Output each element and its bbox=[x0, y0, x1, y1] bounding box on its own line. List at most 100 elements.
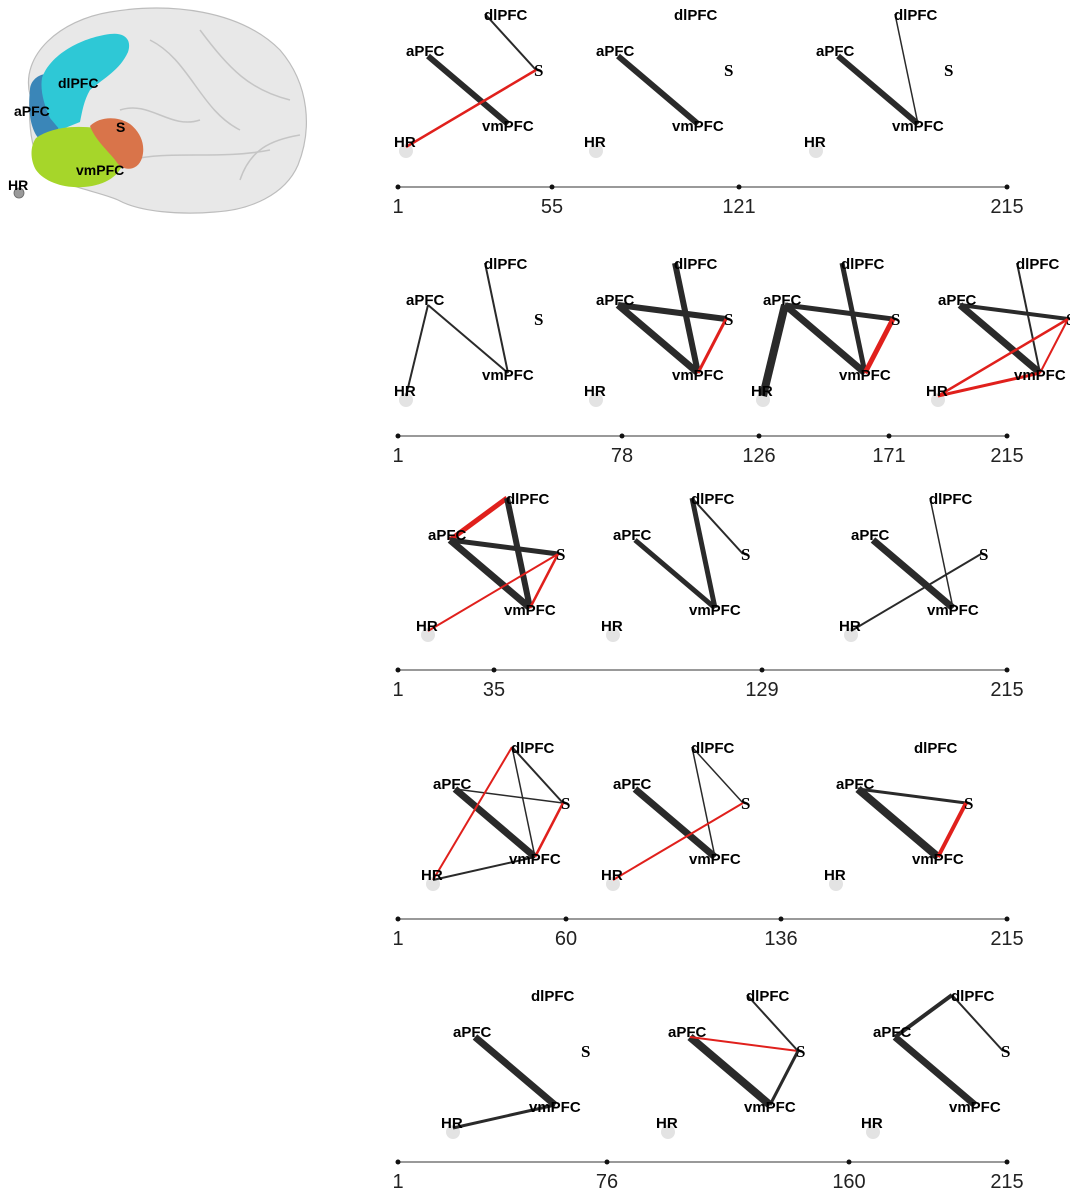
edge-dlpfc-vmpfc bbox=[894, 13, 919, 125]
node-label-dlpfc: dlPFC bbox=[674, 256, 717, 273]
edge-apfc-hr bbox=[759, 304, 789, 397]
edge-dlpfc-s bbox=[951, 994, 1004, 1052]
timeline-tick-label: 160 bbox=[832, 1171, 865, 1191]
node-label-apfc: aPFC bbox=[596, 292, 635, 309]
node-label-s: S bbox=[1066, 310, 1070, 329]
node-label-hr: HR bbox=[441, 1115, 463, 1132]
timeline-tick-label: 126 bbox=[742, 445, 775, 467]
node-label-s: S bbox=[944, 61, 953, 80]
node-label-s: S bbox=[724, 61, 733, 80]
node-label-dlpfc: dlPFC bbox=[531, 988, 574, 1005]
edge-s-vmpfc bbox=[1039, 318, 1069, 374]
brain-label-vmpfc: vmPFC bbox=[76, 162, 124, 178]
node-label-hr: HR bbox=[394, 383, 416, 400]
brain-label-apfc: aPFC bbox=[14, 103, 50, 119]
hr-node bbox=[844, 628, 858, 642]
edge-apfc-vmpfc bbox=[427, 304, 509, 374]
hr-node bbox=[606, 628, 620, 642]
edge-apfc-s bbox=[617, 302, 727, 322]
brain-label-dlpfc: dlPFC bbox=[58, 75, 98, 91]
edge-dlpfc-vmpfc bbox=[839, 262, 868, 374]
node-label-apfc: aPFC bbox=[428, 527, 467, 544]
timeline-tick bbox=[491, 667, 497, 673]
node-label-s: S bbox=[534, 310, 543, 329]
timeline-tick-label: 1 bbox=[392, 1171, 403, 1191]
edge-hr-s bbox=[427, 553, 559, 632]
cortex-sulcus bbox=[199, 29, 291, 101]
node-label-hr: HR bbox=[584, 134, 606, 151]
node-label-s: S bbox=[796, 1042, 805, 1061]
edge-s-vmpfc bbox=[528, 553, 560, 609]
timeline-tick-label: 215 bbox=[990, 1171, 1023, 1191]
edge-apfc-dlpfc bbox=[893, 993, 954, 1039]
cortex-sulcus bbox=[129, 149, 271, 161]
edge-dlpfc-vmpfc bbox=[672, 262, 701, 374]
timeline-tick bbox=[1004, 667, 1010, 673]
brain-label-hr: HR bbox=[8, 177, 28, 193]
edge-apfc-s bbox=[689, 1036, 799, 1052]
node-label-vmpfc: vmPFC bbox=[509, 851, 561, 868]
edge-apfc-s bbox=[454, 788, 564, 804]
node-label-apfc: aPFC bbox=[836, 776, 875, 793]
edge-dlpfc-vmpfc bbox=[691, 746, 716, 858]
node-label-hr: HR bbox=[584, 383, 606, 400]
edge-dlpfc-vmpfc bbox=[929, 497, 954, 609]
timeline-tick bbox=[563, 916, 569, 922]
edge-apfc-vmpfc bbox=[855, 785, 941, 861]
edge-hr-vmpfc bbox=[432, 856, 536, 881]
timeline-tick-label: 215 bbox=[990, 445, 1023, 467]
hr-node bbox=[421, 628, 435, 642]
node-label-dlpfc: dlPFC bbox=[841, 256, 884, 273]
edge-hr-s bbox=[937, 317, 1069, 398]
node-label-vmpfc: vmPFC bbox=[1014, 367, 1066, 384]
edge-s-vmpfc bbox=[862, 317, 896, 375]
node-label-s: S bbox=[534, 61, 543, 80]
node-label-s: S bbox=[556, 545, 565, 564]
edge-apfc-vmpfc bbox=[426, 53, 510, 127]
node-label-s: S bbox=[741, 545, 750, 564]
node-label-dlpfc: dlPFC bbox=[914, 740, 957, 757]
node-label-hr: HR bbox=[926, 383, 948, 400]
node-label-s: S bbox=[979, 545, 988, 564]
edge-apfc-s bbox=[857, 787, 967, 805]
edge-hr-s bbox=[405, 68, 537, 149]
node-label-s: S bbox=[724, 310, 733, 329]
edge-apfc-s bbox=[959, 303, 1069, 321]
edge-s-vmpfc bbox=[768, 1050, 800, 1106]
edge-apfc-vmpfc bbox=[452, 786, 538, 860]
dlpfc-region bbox=[41, 33, 130, 131]
hr-node bbox=[661, 1125, 675, 1139]
timeline-tick-label: 1 bbox=[392, 445, 403, 467]
timeline-tick-label: 78 bbox=[611, 445, 633, 467]
hr-node bbox=[589, 393, 603, 407]
node-label-apfc: aPFC bbox=[613, 527, 652, 544]
edge-apfc-s bbox=[449, 537, 559, 557]
timeline-tick-label: 1 bbox=[392, 196, 403, 218]
timeline-tick bbox=[1004, 1159, 1010, 1165]
hr-node bbox=[606, 877, 620, 891]
node-label-hr: HR bbox=[839, 618, 861, 635]
timeline-tick bbox=[395, 916, 401, 922]
timeline-tick-label: 215 bbox=[990, 196, 1023, 218]
timeline-tick-label: 55 bbox=[541, 196, 563, 218]
node-label-vmpfc: vmPFC bbox=[927, 602, 979, 619]
edge-apfc-vmpfc bbox=[687, 1033, 773, 1109]
node-label-hr: HR bbox=[656, 1115, 678, 1132]
node-label-apfc: aPFC bbox=[613, 776, 652, 793]
edge-apfc-dlpfc bbox=[448, 495, 509, 543]
timeline-tick-label: 136 bbox=[764, 928, 797, 950]
node-label-apfc: aPFC bbox=[873, 1024, 912, 1041]
node-label-s: S bbox=[1001, 1042, 1010, 1061]
